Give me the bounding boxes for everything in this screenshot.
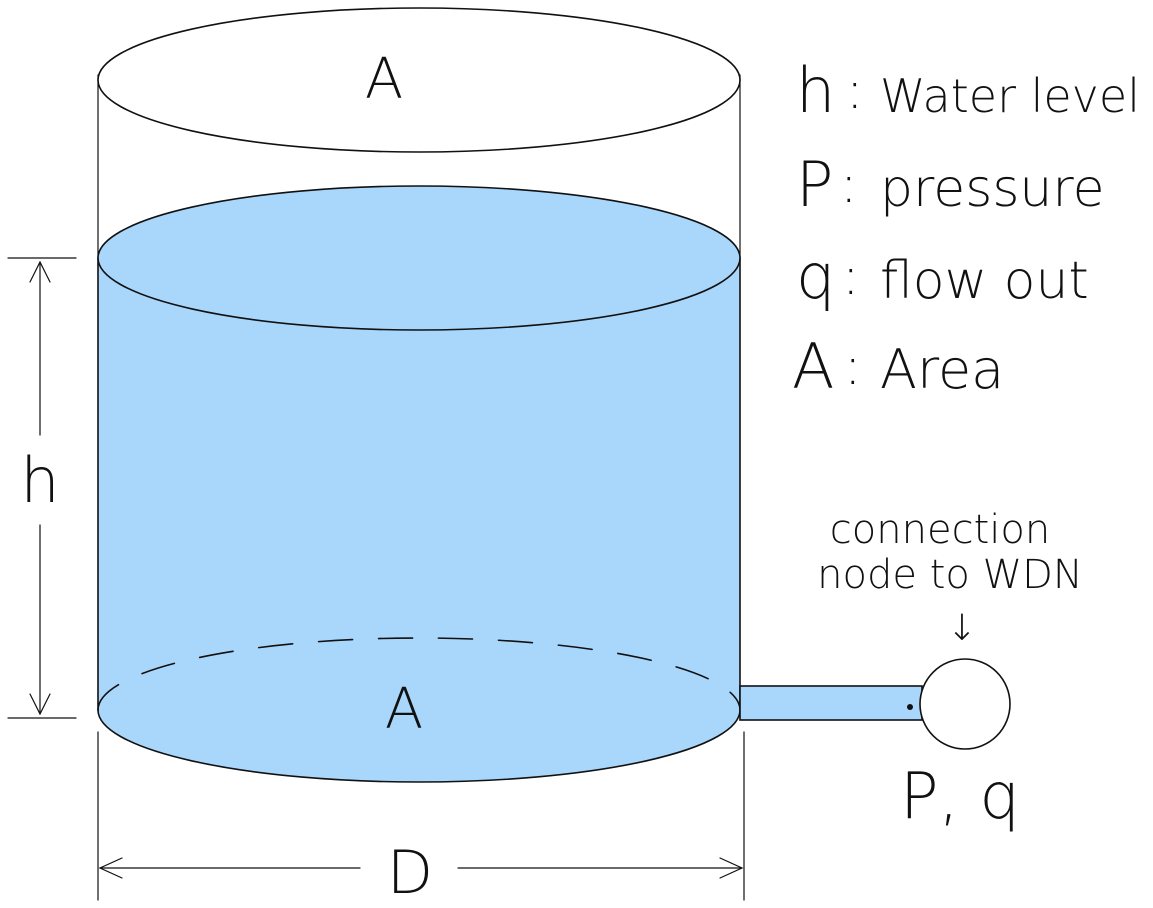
- node-values-label: P, q: [900, 760, 1020, 834]
- legend-text-a: Area: [880, 338, 1004, 401]
- tank-top-ellipse: [97, 7, 741, 153]
- legend-symbol-p: P: [796, 148, 833, 221]
- height-arrow-head-top: [29, 260, 51, 283]
- water-body: [98, 258, 740, 782]
- connection-label-line1: connection: [830, 507, 1050, 553]
- legend-sep-h: :: [846, 61, 864, 121]
- legend-text-p: pressure: [880, 159, 1105, 219]
- top-area-label: A: [365, 47, 403, 112]
- bottom-area-label: A: [385, 677, 423, 742]
- legend-symbol-q: q: [796, 240, 835, 313]
- legend-symbol-h: h: [796, 54, 835, 127]
- legend-symbol-a: A: [792, 330, 834, 403]
- connection-label-line2: node to WDN: [817, 552, 1083, 598]
- height-arrow-head-bottom: [29, 693, 51, 716]
- outflow-pipe: [739, 685, 923, 721]
- diameter-label: D: [387, 838, 433, 908]
- legend-text-h: Water level: [880, 69, 1140, 123]
- water-surface: [97, 185, 741, 331]
- diameter-arrow-head-right: [719, 857, 744, 879]
- tank-bottom-front-edge: [97, 709, 741, 783]
- connection-node: [919, 658, 1011, 750]
- connection-point-dot: [907, 704, 913, 710]
- diameter-arrow-head-left: [98, 857, 123, 879]
- legend-text-q: flow out: [880, 251, 1089, 311]
- legend-sep-p: :: [840, 155, 858, 215]
- legend-sep-a: :: [844, 337, 862, 397]
- connection-arrow: ↓: [947, 608, 977, 649]
- height-label: h: [20, 444, 59, 517]
- legend-sep-q: :: [842, 247, 860, 307]
- legend: h : Water level P : pressure q : flow ou…: [792, 54, 1140, 403]
- tank-bottom-back-edge: [97, 637, 741, 711]
